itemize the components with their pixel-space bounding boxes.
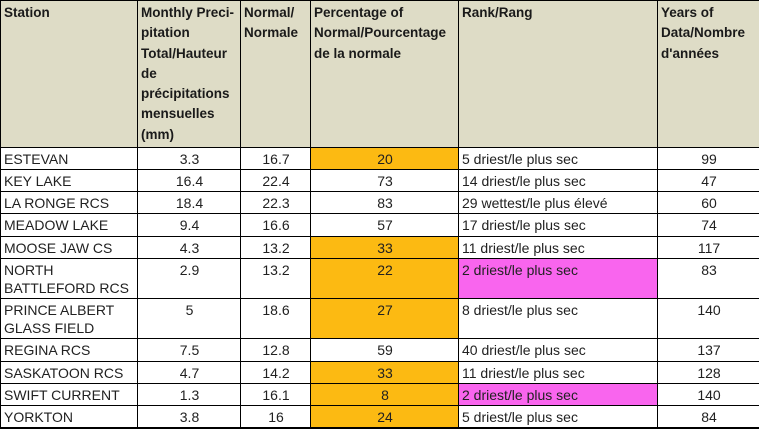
column-header-rank: Rank/Rang (459, 1, 658, 148)
cell-station: KEY LAKE (1, 169, 138, 191)
cell-normal: 22.3 (241, 192, 311, 214)
cell-precip: 16.4 (138, 169, 241, 191)
cell-rank: 2 driest/le plus sec (459, 258, 658, 298)
column-header-pct: Percentage of Normal/Pourcentage de la n… (311, 1, 459, 148)
cell-precip: 18.4 (138, 192, 241, 214)
column-header-station: Station (1, 1, 138, 148)
cell-years: 99 (658, 147, 759, 169)
cell-years: 140 (658, 383, 759, 405)
cell-normal: 13.2 (241, 258, 311, 298)
cell-precip: 1.3 (138, 383, 241, 405)
cell-rank: 40 driest/le plus sec (459, 339, 658, 361)
cell-years: 84 (658, 406, 759, 429)
cell-pct: 8 (311, 383, 459, 405)
column-header-precip: Monthly Preci- pitation Total/Hauteur de… (138, 1, 241, 148)
column-header-years: Years of Data/Nombre d'années (658, 1, 759, 148)
cell-rank: 2 driest/le plus sec (459, 383, 658, 405)
cell-normal: 16 (241, 406, 311, 429)
cell-station: MOOSE JAW CS (1, 236, 138, 258)
cell-station: PRINCE ALBERT GLASS FIELD (1, 299, 138, 339)
cell-rank: 11 driest/le plus sec (459, 236, 658, 258)
cell-station: LA RONGE RCS (1, 192, 138, 214)
cell-pct: 22 (311, 258, 459, 298)
cell-years: 117 (658, 236, 759, 258)
cell-normal: 12.8 (241, 339, 311, 361)
cell-normal: 18.6 (241, 299, 311, 339)
cell-pct: 73 (311, 169, 459, 191)
cell-pct: 27 (311, 299, 459, 339)
cell-rank: 5 driest/le plus sec (459, 147, 658, 169)
cell-precip: 7.5 (138, 339, 241, 361)
cell-station: SASKATOON RCS (1, 361, 138, 383)
cell-normal: 13.2 (241, 236, 311, 258)
cell-pct: 83 (311, 192, 459, 214)
cell-pct: 24 (311, 406, 459, 429)
cell-rank: 29 wettest/le plus élevé (459, 192, 658, 214)
cell-years: 83 (658, 258, 759, 298)
cell-station: NORTH BATTLEFORD RCS (1, 258, 138, 298)
column-header-normal: Normal/ Normale (241, 1, 311, 148)
cell-pct: 59 (311, 339, 459, 361)
cell-normal: 22.4 (241, 169, 311, 191)
cell-precip: 5 (138, 299, 241, 339)
cell-precip: 3.8 (138, 406, 241, 429)
cell-pct: 33 (311, 236, 459, 258)
cell-station: ESTEVAN (1, 147, 138, 169)
cell-station: SWIFT CURRENT (1, 383, 138, 405)
cell-precip: 4.3 (138, 236, 241, 258)
cell-years: 47 (658, 169, 759, 191)
cell-station: REGINA RCS (1, 339, 138, 361)
cell-years: 74 (658, 214, 759, 236)
cell-years: 140 (658, 299, 759, 339)
cell-normal: 14.2 (241, 361, 311, 383)
cell-pct: 20 (311, 147, 459, 169)
cell-precip: 3.3 (138, 147, 241, 169)
cell-normal: 16.7 (241, 147, 311, 169)
cell-years: 60 (658, 192, 759, 214)
cell-precip: 9.4 (138, 214, 241, 236)
cell-years: 128 (658, 361, 759, 383)
cell-pct: 57 (311, 214, 459, 236)
cell-rank: 5 driest/le plus sec (459, 406, 658, 429)
cell-years: 137 (658, 339, 759, 361)
cell-rank: 17 driest/le plus sec (459, 214, 658, 236)
cell-precip: 4.7 (138, 361, 241, 383)
cell-pct: 33 (311, 361, 459, 383)
cell-station: MEADOW LAKE (1, 214, 138, 236)
cell-normal: 16.1 (241, 383, 311, 405)
cell-rank: 11 driest/le plus sec (459, 361, 658, 383)
cell-rank: 14 driest/le plus sec (459, 169, 658, 191)
cell-normal: 16.6 (241, 214, 311, 236)
cell-rank: 8 driest/le plus sec (459, 299, 658, 339)
cell-station: YORKTON (1, 406, 138, 429)
cell-precip: 2.9 (138, 258, 241, 298)
